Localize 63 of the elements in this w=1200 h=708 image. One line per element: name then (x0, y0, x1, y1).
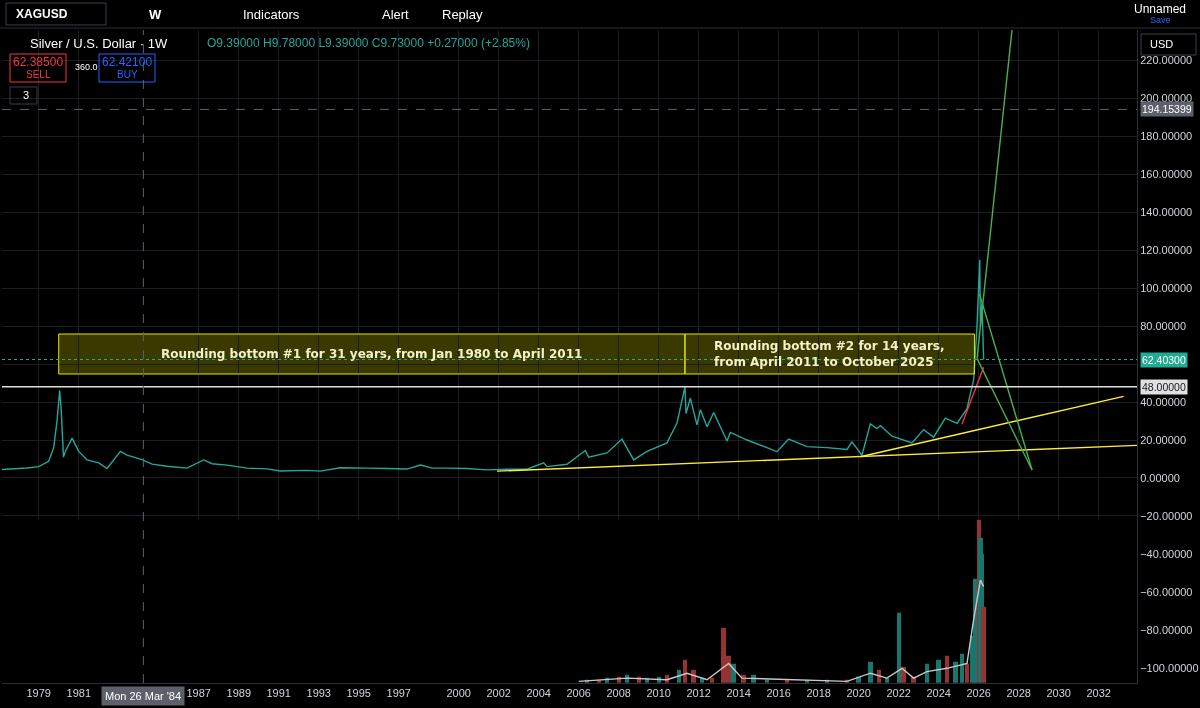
y-tick-label: 140.00000 (1140, 206, 1193, 219)
annotation: 3 (23, 89, 30, 101)
x-tick-label: 2004 (526, 687, 551, 700)
y-tick-label: 220.00000 (1140, 54, 1193, 67)
y-tick-label: 160.00000 (1140, 168, 1193, 181)
x-tick-label: 2002 (486, 687, 511, 700)
y-tick-label: 120.00000 (1140, 244, 1193, 257)
band-label: Rounding bottom #2 for 14 years, from April 2011 to October 2025 (714, 339, 945, 369)
text: Indicators (243, 7, 300, 22)
y-tick-label: −60.00000 (1140, 585, 1193, 598)
x-tick-label: 1997 (386, 687, 411, 700)
ref-line-label: 194.15399 (1142, 103, 1192, 115)
x-tick-label: 1981 (66, 687, 92, 700)
y-tick-label: 180.00000 (1140, 130, 1193, 143)
x-tick-label: 2028 (1006, 687, 1031, 700)
text: Replay (442, 7, 483, 22)
y-tick-label: −20.00000 (1140, 509, 1193, 522)
x-tick-label: 2012 (686, 687, 711, 700)
y-tick-label: −100.00000 (1140, 661, 1199, 674)
text: Unnamed (1134, 2, 1187, 16)
x-tick-label: 2010 (646, 687, 671, 700)
text: O9.39000 H9.78000 L9.39000 C9.73000 +0.27000 (+2.85%) (207, 36, 530, 50)
y-tick-label: 20.00000 (1140, 433, 1187, 446)
ref-line-label: 62.40300 (1142, 354, 1186, 366)
y-tick-label: 0.00000 (1140, 471, 1180, 484)
x-tick-label: 2006 (566, 687, 591, 700)
text: Save (1150, 15, 1171, 25)
text: USD (1150, 38, 1174, 50)
x-tick-label: 1987 (186, 687, 211, 700)
text: XAGUSD (16, 7, 68, 21)
x-tick-label: 2024 (926, 687, 951, 700)
x-tick-label: 2000 (446, 687, 471, 700)
band-label: Rounding bottom #1 for 31 years, from Jan 1980 to April 2011 (161, 347, 583, 361)
x-tick-label: 2022 (886, 687, 911, 700)
annotation: 62.42100 (102, 55, 153, 69)
x-tick-label: 2032 (1086, 687, 1111, 700)
y-tick-label: −40.00000 (1140, 547, 1193, 560)
ref-line-label: 48.00000 (1142, 381, 1186, 393)
annotation: SELL (26, 69, 51, 80)
x-tick-label: 1991 (266, 687, 291, 700)
ref-line-label: Mon 26 Mar '84 (105, 690, 182, 702)
x-tick-label: 1993 (306, 687, 331, 700)
y-tick-label: 80.00000 (1140, 319, 1187, 332)
x-tick-label: 1979 (26, 687, 51, 700)
x-tick-label: 2014 (726, 687, 751, 700)
x-tick-label: 2020 (846, 687, 871, 700)
y-tick-label: 200.00000 (1140, 92, 1193, 105)
x-tick-label: 2030 (1046, 687, 1071, 700)
y-tick-label: 40.00000 (1140, 395, 1187, 408)
annotation: 62.38500 (13, 55, 64, 69)
x-tick-label: 1989 (226, 687, 251, 700)
text: Alert (382, 7, 410, 22)
y-tick-label: 100.00000 (1140, 282, 1193, 295)
x-tick-label: 1995 (346, 687, 371, 700)
annotation: BUY (117, 69, 138, 80)
y-tick-label: −80.00000 (1140, 623, 1193, 636)
x-tick-label: 2016 (766, 687, 791, 700)
x-tick-label: 2018 (806, 687, 831, 700)
x-tick-label: 2026 (966, 687, 991, 700)
x-tick-label: 2008 (606, 687, 631, 700)
text: W (149, 7, 162, 22)
text: Silver / U.S. Dollar · 1W (30, 35, 168, 51)
annotation: 360.0 (75, 62, 98, 72)
